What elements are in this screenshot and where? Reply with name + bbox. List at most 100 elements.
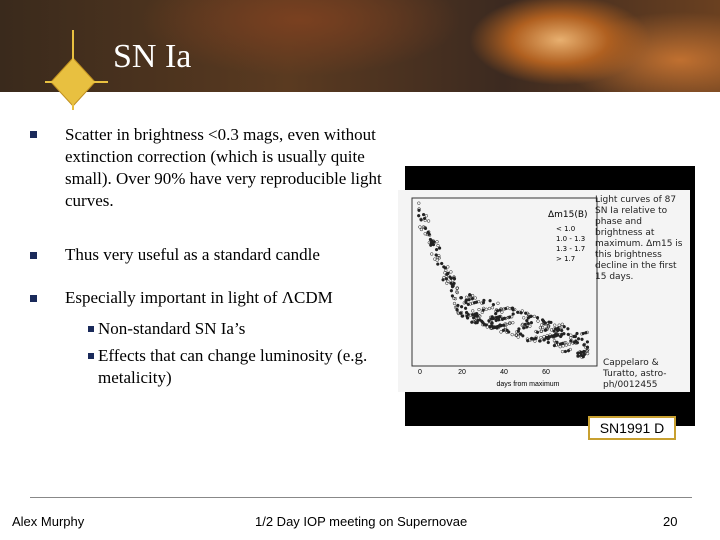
scatter-dot: [452, 301, 457, 306]
scatter-dot: [563, 349, 568, 354]
scatter-dot: [517, 327, 521, 331]
scatter-dot: [511, 321, 515, 325]
scatter-dot: [450, 294, 455, 298]
page-number: 20: [663, 514, 678, 529]
scatter-dot: [567, 342, 572, 346]
scatter-dot: [556, 342, 561, 347]
scatter-dot: [546, 340, 550, 345]
scatter-dot: [503, 325, 508, 330]
scatter-dot: [417, 201, 421, 205]
scatter-dot: [496, 301, 500, 305]
scatter-dot: [585, 340, 590, 344]
scatter-dot: [434, 247, 439, 252]
scatter-dot: [510, 332, 514, 337]
scatter-dot: [574, 339, 578, 343]
scatter-dot: [449, 270, 453, 274]
scatter-dot: [564, 343, 568, 347]
scatter-dot: [437, 246, 442, 250]
plot-frame: [411, 197, 598, 367]
bullet: [30, 131, 37, 138]
scatter-dot: [553, 323, 557, 327]
scatter-dot: [539, 335, 543, 340]
x-tick-label: 0: [418, 369, 422, 376]
scatter-dot: [464, 295, 469, 299]
scatter-dot: [422, 216, 427, 221]
scatter-dot: [428, 237, 433, 242]
scatter-dot: [576, 351, 580, 355]
scatter-dot: [523, 322, 527, 327]
scatter-dot: [538, 326, 543, 330]
scatter-dot: [538, 339, 542, 343]
scatter-dot: [527, 313, 531, 317]
scatter-dot: [552, 334, 556, 339]
scatter-dot: [435, 258, 439, 262]
scatter-dot: [578, 351, 583, 355]
scatter-dot: [482, 298, 486, 303]
scatter-dot: [516, 310, 520, 314]
scatter-dot: [554, 329, 558, 333]
scatter-dot: [466, 302, 470, 307]
scatter-dot: [542, 338, 546, 342]
bullet-text: Especially important in light of ΛCDM: [65, 288, 333, 307]
scatter-dot: [424, 214, 429, 218]
scatter-dot: [534, 335, 538, 339]
scatter-dot: [445, 281, 449, 285]
scatter-dot: [452, 296, 456, 301]
scatter-dot: [419, 227, 424, 232]
scatter-dot: [490, 306, 495, 310]
legend-entry: 1.0 - 1.3: [556, 235, 586, 243]
scatter-dot: [470, 320, 474, 324]
scatter-dot: [501, 328, 506, 332]
footer-author: Alex Murphy: [12, 514, 85, 529]
scatter-dot: [459, 305, 464, 309]
x-label: days from maximum: [496, 381, 559, 388]
scatter-dot: [470, 297, 474, 301]
sub-bullet-text: Effects that can change luminosity (e.g.…: [98, 346, 368, 387]
scatter-dot: [552, 339, 557, 343]
scatter-dot: [436, 262, 440, 266]
scatter-dot: [560, 328, 564, 333]
scatter-dot: [557, 323, 561, 327]
scatter-dot: [468, 293, 472, 297]
scatter-dot: [514, 333, 518, 337]
scatter-dot: [508, 306, 512, 311]
scatter-dot: [444, 268, 448, 272]
scatter-dot: [522, 326, 526, 330]
scatter-dot: [465, 314, 469, 318]
scatter-dot: [459, 310, 464, 315]
scatter-dot: [558, 342, 563, 346]
figure: days from maximum 0 20 40 60 Light curves o…: [398, 190, 690, 392]
scatter-points: [417, 201, 590, 359]
scatter-dot: [544, 336, 549, 340]
scatter-dot: [464, 310, 469, 315]
scatter-dot: [449, 276, 453, 280]
scatter-dot: [546, 325, 551, 329]
sub-bullet: [88, 353, 94, 359]
scatter-dot: [475, 317, 479, 321]
scatter-dot: [442, 265, 446, 269]
scatter-dot: [524, 311, 528, 315]
scatter-dot: [526, 316, 530, 320]
scatter-dot: [560, 322, 564, 326]
scatter-dot: [528, 324, 532, 328]
scatter-dot: [505, 322, 509, 327]
scatter-dot: [558, 345, 562, 349]
scatter-dot: [456, 311, 460, 315]
scatter-dot: [526, 339, 530, 343]
scatter-dot: [467, 298, 471, 302]
x-tick-label: 60: [542, 369, 550, 376]
scatter-dot: [487, 306, 492, 311]
scatter-dot: [499, 330, 503, 334]
scatter-dot: [470, 293, 475, 298]
scatter-dot: [549, 328, 554, 332]
scatter-dot: [518, 332, 522, 336]
scatter-dot: [455, 290, 459, 295]
scatter-dot: [520, 323, 524, 327]
scatter-dot: [521, 334, 525, 338]
scatter-dot: [421, 225, 426, 229]
x-tick-label: 20: [458, 369, 466, 376]
scatter-dot: [446, 271, 450, 275]
scatter-dot: [521, 322, 525, 326]
sub-bullet: [88, 326, 94, 332]
scatter-dot: [516, 335, 520, 339]
